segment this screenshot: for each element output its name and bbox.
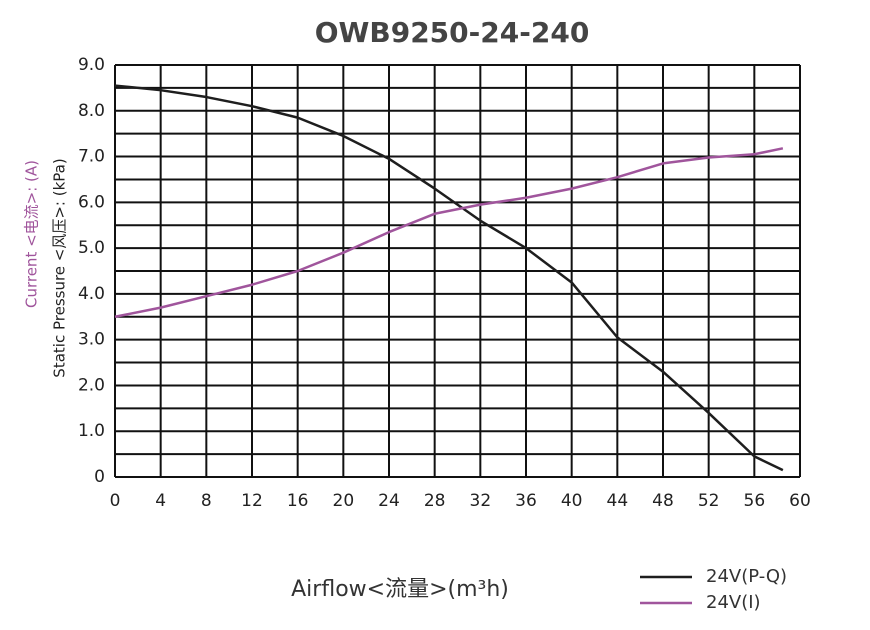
y-tick-label: 5.0	[78, 238, 105, 258]
x-tick-label: 8	[201, 491, 212, 511]
y-tick-label: 0	[94, 467, 105, 487]
y-tick-label: 7.0	[78, 147, 105, 167]
chart-title: OWB9250-24-240	[315, 16, 590, 49]
y-tick-label: 9.0	[78, 55, 105, 75]
x-tick-label: 0	[110, 491, 121, 511]
x-axis-label: Airflow<流量>(m³h)	[291, 577, 509, 602]
x-tick-label: 16	[287, 491, 309, 511]
series-line	[114, 147, 784, 319]
y-tick-label: 8.0	[78, 101, 105, 121]
y-axis-label: Static Pressure <风压>: (kPa)	[51, 158, 69, 377]
y-tick-label: 3.0	[78, 330, 105, 350]
series-line	[114, 84, 784, 472]
y-tick-label: 6.0	[78, 192, 105, 212]
y-axis-label-2: Current <电流>: (A)	[23, 160, 41, 308]
x-tick-label: 4	[155, 491, 166, 511]
y-tick-label: 1.0	[78, 421, 105, 441]
x-tick-label: 32	[470, 491, 492, 511]
x-tick-label: 60	[789, 491, 811, 511]
x-tick-label: 12	[241, 491, 263, 511]
x-tick-label: 56	[744, 491, 766, 511]
x-tick-label: 44	[607, 491, 629, 511]
x-tick-label: 40	[561, 491, 583, 511]
legend-label: 24V(P-Q)	[706, 566, 787, 587]
legend-label: 24V(I)	[706, 592, 761, 613]
x-tick-label: 52	[698, 491, 720, 511]
y-tick-label: 2.0	[78, 375, 105, 395]
x-tick-label: 48	[652, 491, 674, 511]
y-tick-label: 4.0	[78, 284, 105, 304]
x-tick-label: 28	[424, 491, 446, 511]
x-tick-label: 36	[515, 491, 537, 511]
x-tick-label: 24	[378, 491, 400, 511]
x-tick-label: 20	[333, 491, 355, 511]
